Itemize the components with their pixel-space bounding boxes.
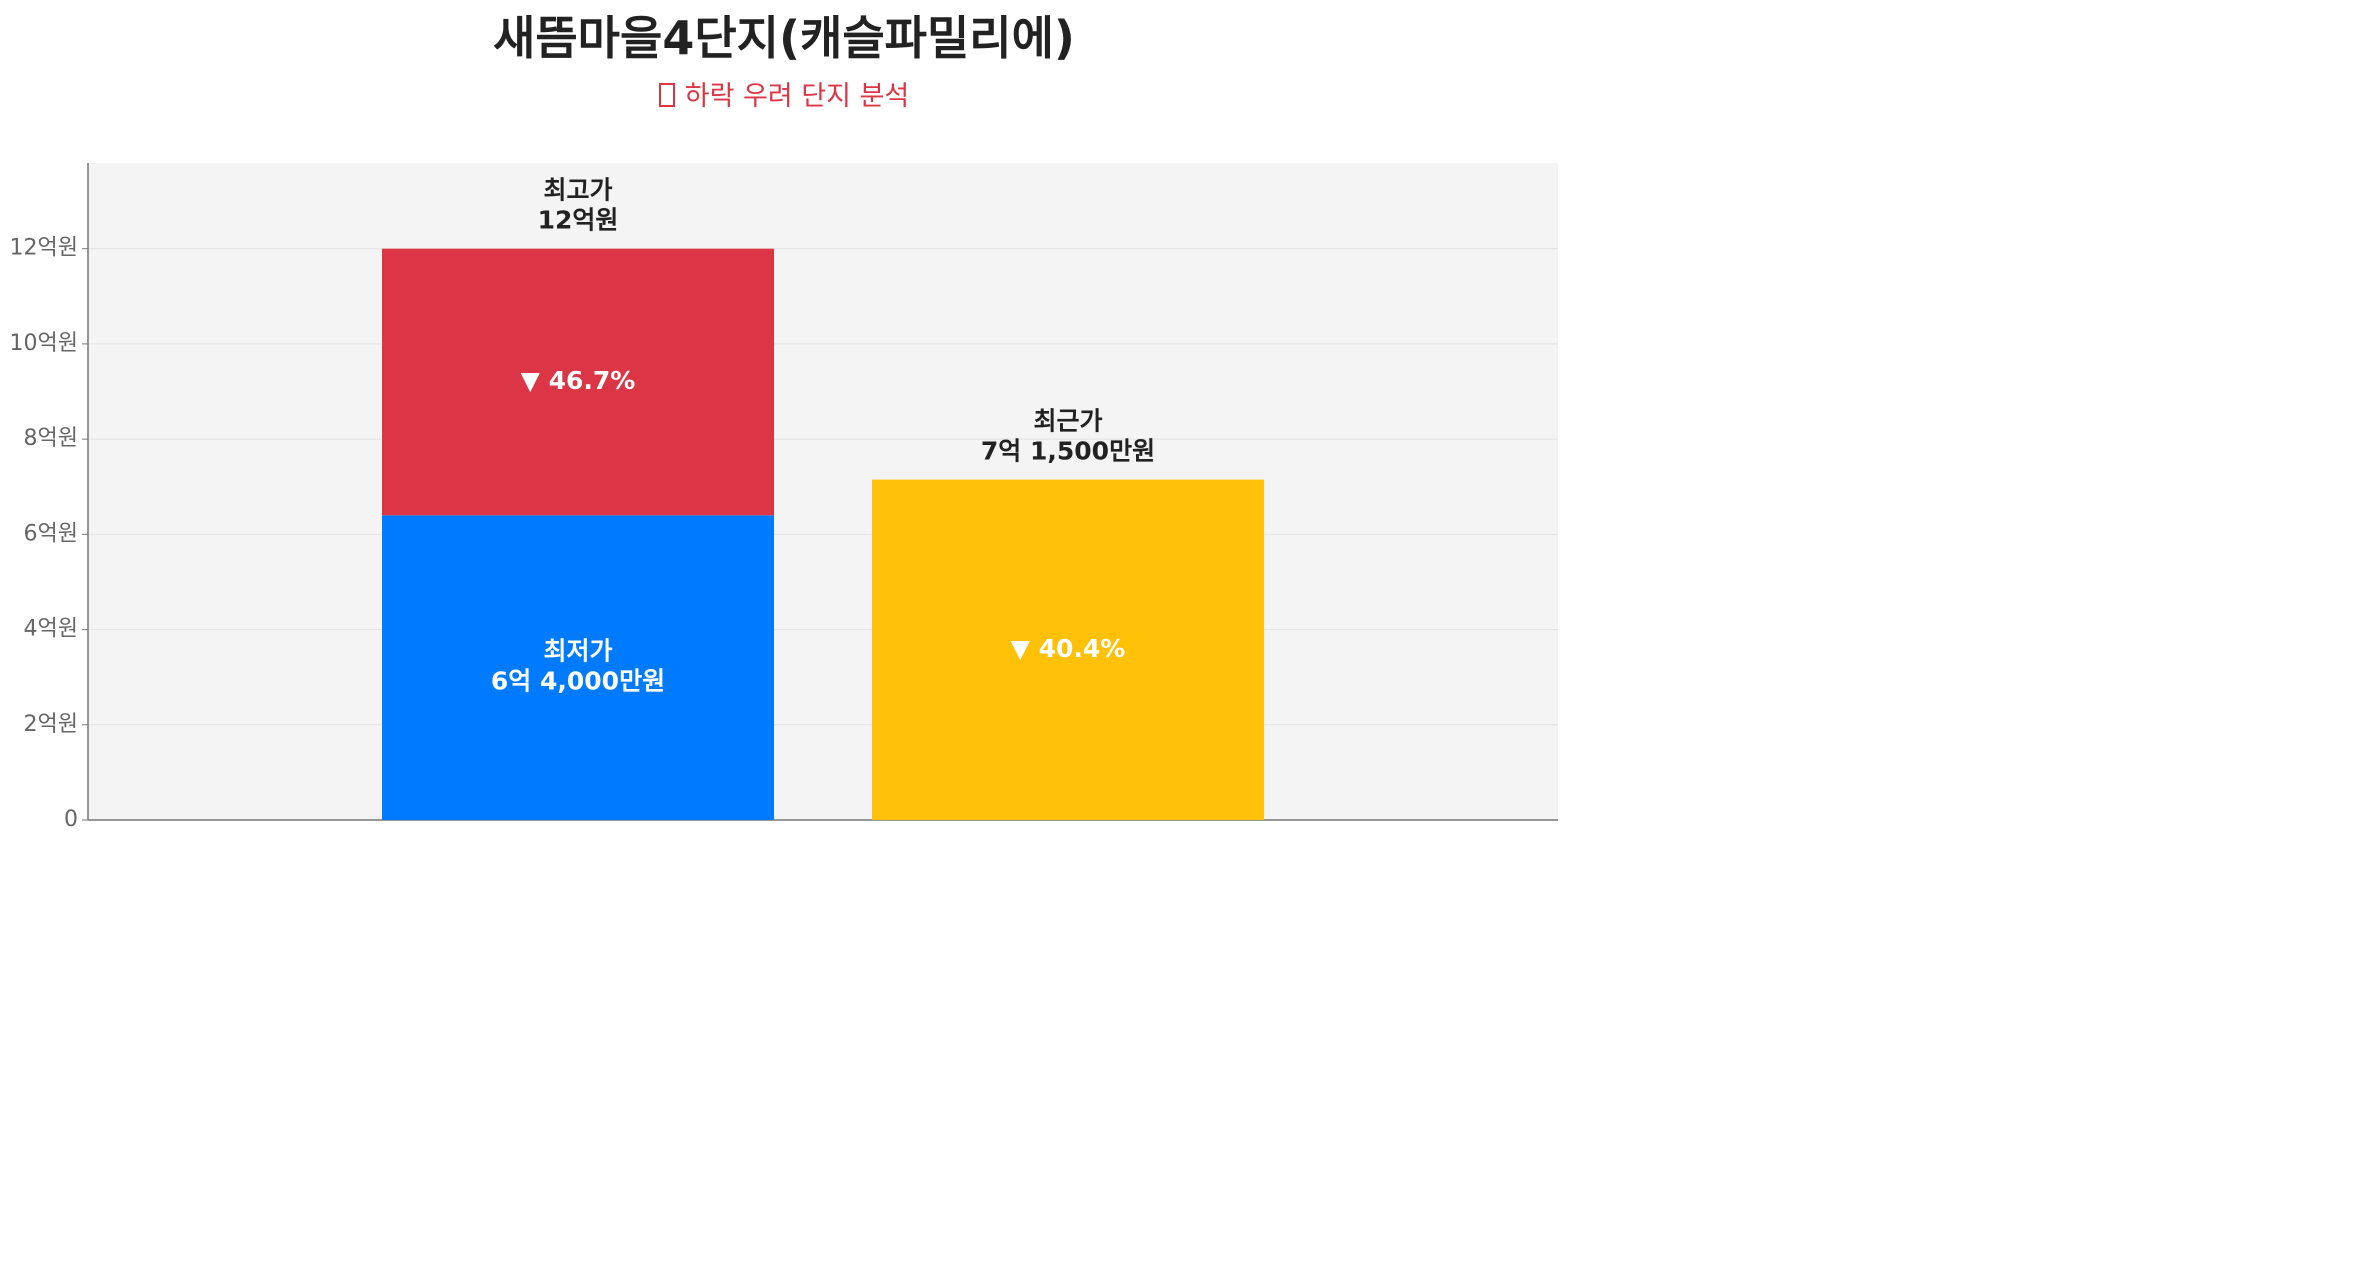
y-tick-label: 2억원 xyxy=(24,712,78,737)
chart-title: 새뜸마을4단지(캐슬파밀리에) xyxy=(493,11,1075,65)
plot-area xyxy=(88,163,1558,820)
segment-label: ▼ 40.4% xyxy=(1011,634,1126,663)
bar-top-label: 최고가 xyxy=(543,176,612,205)
bar-segment xyxy=(382,248,774,516)
bars xyxy=(382,248,1264,820)
warning-icon xyxy=(658,83,675,107)
y-tick-label: 8억원 xyxy=(24,426,78,451)
axes: 0 2억원 4억원 6억원 8억원 10억원 12억원 xyxy=(10,163,1558,832)
bar-top-label: 12억원 xyxy=(538,206,619,235)
segment-label: 6억 4,000만원 xyxy=(491,667,665,696)
y-tick-label: 6억원 xyxy=(24,521,78,546)
y-tick-label: 4억원 xyxy=(24,617,78,642)
segment-label: ▼ 46.7% xyxy=(521,366,636,395)
y-tick-label: 0 xyxy=(64,807,78,832)
bar-segment xyxy=(382,515,774,820)
y-tick-label: 10억원 xyxy=(10,331,78,356)
bar-top-label: 7억 1,500만원 xyxy=(981,437,1155,466)
bar-segment xyxy=(872,479,1264,820)
y-tick-label: 12억원 xyxy=(10,236,78,261)
segment-label: 최저가 xyxy=(543,637,612,666)
plot-background xyxy=(88,163,1558,820)
subtitle-text: 하락 우려 단지 분석 xyxy=(684,81,910,112)
bar-top-label: 최근가 xyxy=(1033,407,1102,436)
chart-subtitle: 하락 우려 단지 분석 xyxy=(0,74,1568,113)
